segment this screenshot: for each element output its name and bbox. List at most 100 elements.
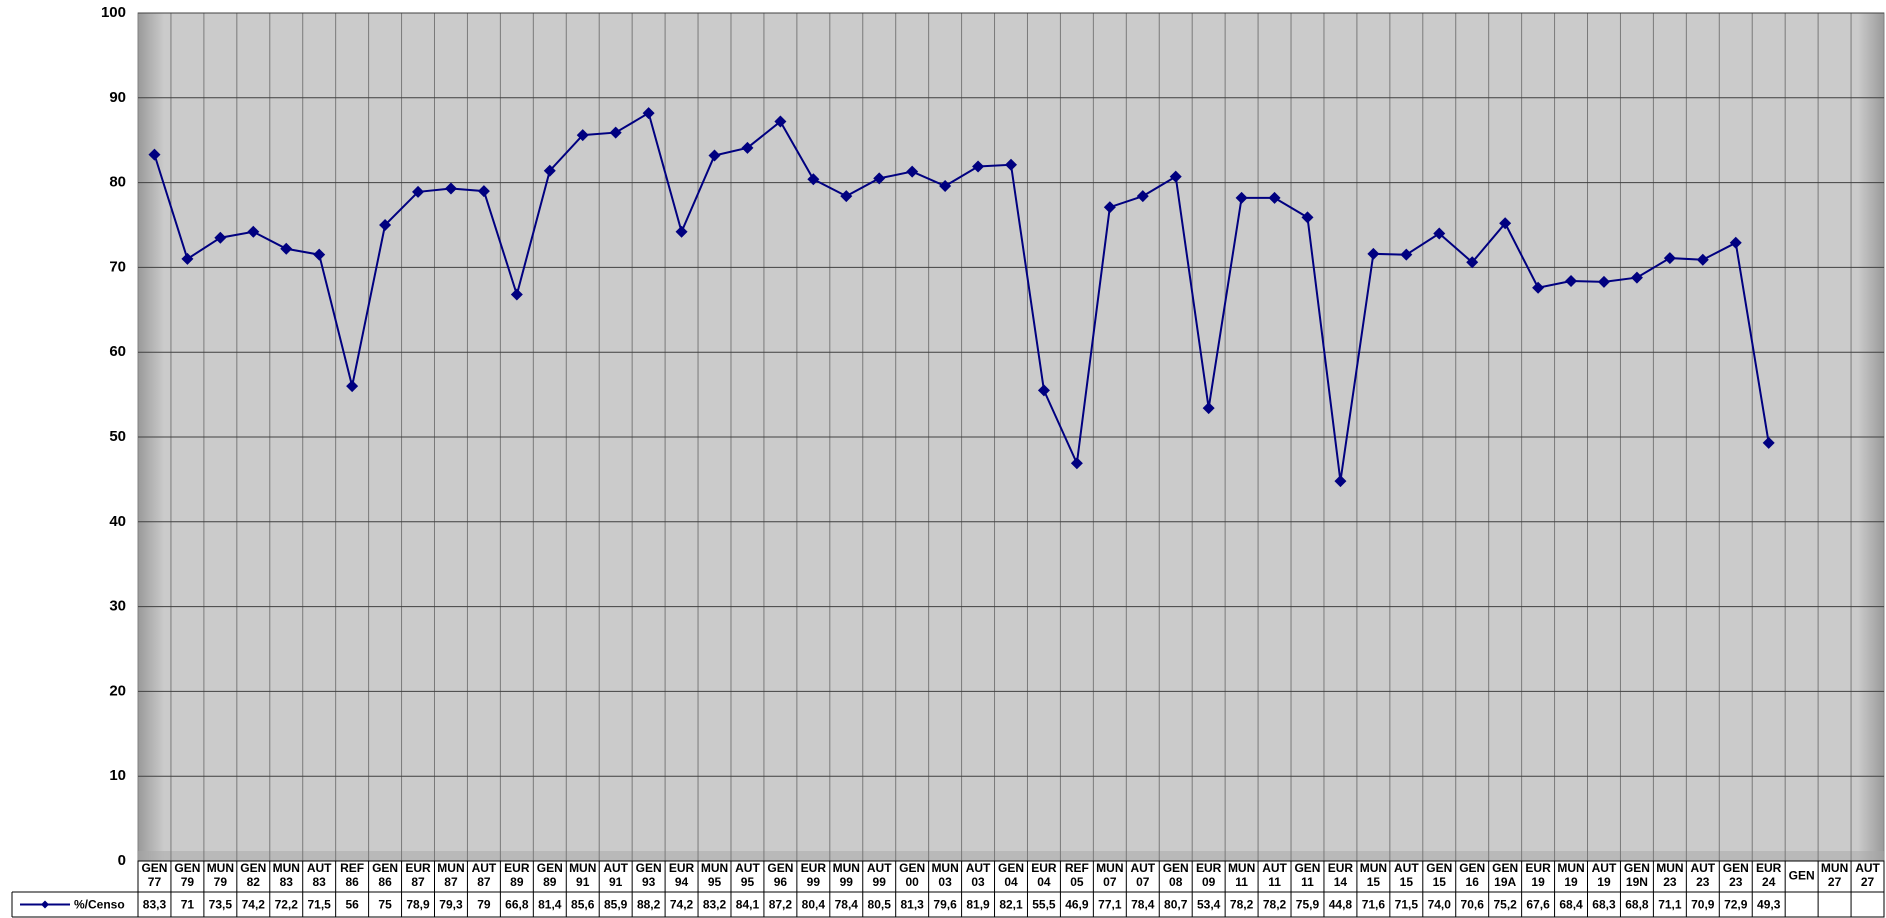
data-point: [675, 225, 688, 238]
data-point: [280, 242, 293, 255]
value-label: 75,9: [1296, 898, 1320, 912]
y-tick-label: 80: [109, 174, 126, 191]
y-tick-label: 90: [109, 89, 126, 106]
series-line: [153, 111, 1770, 482]
value-label: 78,4: [835, 898, 859, 912]
x-tick-label: EUR 09: [1196, 861, 1222, 889]
x-tick-label: REF 86: [340, 861, 364, 889]
table-border: [137, 860, 1885, 918]
x-tick-label: GEN 15: [1426, 861, 1452, 889]
value-label: 80,7: [1164, 898, 1188, 912]
y-tick-label: 70: [109, 258, 126, 275]
value-label: 72,2: [275, 898, 299, 912]
x-tick-label: EUR 99: [801, 861, 827, 889]
data-point: [1070, 457, 1083, 470]
x-tick-label: EUR 87: [405, 861, 431, 889]
x-tick-label: EUR 19: [1525, 861, 1551, 889]
data-point: [906, 165, 919, 178]
value-label: 79,6: [933, 898, 957, 912]
value-label: 71,6: [1362, 898, 1386, 912]
x-tick-label: MUN 07: [1096, 861, 1123, 889]
x-tick-label: AUT 99: [867, 861, 892, 889]
x-tick-label: GEN 19A: [1492, 861, 1518, 889]
data-point: [181, 252, 194, 265]
x-tick-label: GEN 00: [899, 861, 925, 889]
value-label: 71,5: [308, 898, 332, 912]
value-label: 81,3: [900, 898, 924, 912]
x-tick-label: AUT 95: [735, 861, 760, 889]
value-label: 78,2: [1263, 898, 1287, 912]
value-label: 82,1: [999, 898, 1023, 912]
x-tick-label: EUR 89: [504, 861, 530, 889]
data-point: [412, 185, 425, 198]
data-point: [1433, 227, 1446, 240]
x-tick-label: MUN 87: [437, 861, 464, 889]
data-point: [379, 219, 392, 231]
data-point: [642, 107, 655, 120]
value-label: 70,6: [1461, 898, 1485, 912]
value-label: 67,6: [1526, 898, 1550, 912]
value-label: 84,1: [736, 898, 760, 912]
x-tick-label: GEN 77: [141, 861, 167, 889]
x-tick-label: AUT 91: [603, 861, 628, 889]
data-point: [1565, 274, 1578, 287]
x-tick-label: AUT 03: [966, 861, 991, 889]
value-label: 74,2: [670, 898, 694, 912]
x-tick-label: GEN: [1789, 869, 1815, 883]
x-tick-label: MUN 27: [1821, 861, 1848, 889]
data-point: [1663, 252, 1676, 265]
value-label: 72,9: [1724, 898, 1748, 912]
value-label: 49,3: [1757, 898, 1781, 912]
x-tick-label: AUT 11: [1262, 861, 1287, 889]
value-label: 78,9: [406, 898, 430, 912]
value-label: 85,6: [571, 898, 595, 912]
value-label: 77,1: [1098, 898, 1122, 912]
data-point: [1762, 436, 1775, 449]
x-tick-label: GEN 93: [636, 861, 662, 889]
data-point: [1466, 256, 1479, 269]
value-label: 68,4: [1559, 898, 1583, 912]
data-point: [1532, 281, 1545, 294]
x-tick-label: AUT 27: [1855, 861, 1880, 889]
y-tick-label: 20: [109, 682, 126, 699]
x-tick-label: GEN 82: [240, 861, 266, 889]
x-tick-label: EUR 94: [669, 861, 695, 889]
value-label: 55,5: [1032, 898, 1056, 912]
x-tick-label: GEN 79: [174, 861, 200, 889]
value-label: 79: [477, 898, 491, 912]
x-tick-label: GEN 19N: [1624, 861, 1650, 889]
value-label: 71,5: [1395, 898, 1419, 912]
data-point: [214, 231, 227, 244]
data-point: [1136, 190, 1149, 203]
data-point: [1235, 191, 1248, 204]
data-point: [939, 179, 952, 192]
value-label: 83,2: [703, 898, 727, 912]
value-label: 68,3: [1592, 898, 1616, 912]
y-tick-label: 60: [109, 343, 126, 360]
legend-marker: [41, 900, 49, 909]
data-point: [972, 160, 985, 173]
data-point: [807, 173, 820, 186]
x-tick-label: MUN 19: [1557, 861, 1584, 889]
value-label: 74,2: [242, 898, 266, 912]
value-label: 78,4: [1131, 898, 1155, 912]
data-point: [1103, 201, 1116, 214]
x-tick-label: GEN 11: [1294, 861, 1320, 889]
x-tick-label: MUN 99: [833, 861, 860, 889]
data-point: [1400, 248, 1413, 261]
x-tick-label: GEN 04: [998, 861, 1024, 889]
x-tick-label: AUT 19: [1592, 861, 1617, 889]
data-point: [313, 248, 326, 261]
data-point: [444, 182, 457, 195]
data-point: [346, 380, 359, 393]
data-point: [1037, 384, 1050, 397]
x-tick-label: GEN 23: [1723, 861, 1749, 889]
x-tick-label: MUN 91: [569, 861, 596, 889]
data-point: [741, 141, 754, 154]
data-point: [1729, 236, 1742, 249]
value-label: 73,5: [209, 898, 233, 912]
data-point: [543, 164, 556, 177]
value-label: 71: [181, 898, 195, 912]
x-tick-label: MUN 15: [1360, 861, 1387, 889]
x-tick-label: GEN 08: [1163, 861, 1189, 889]
